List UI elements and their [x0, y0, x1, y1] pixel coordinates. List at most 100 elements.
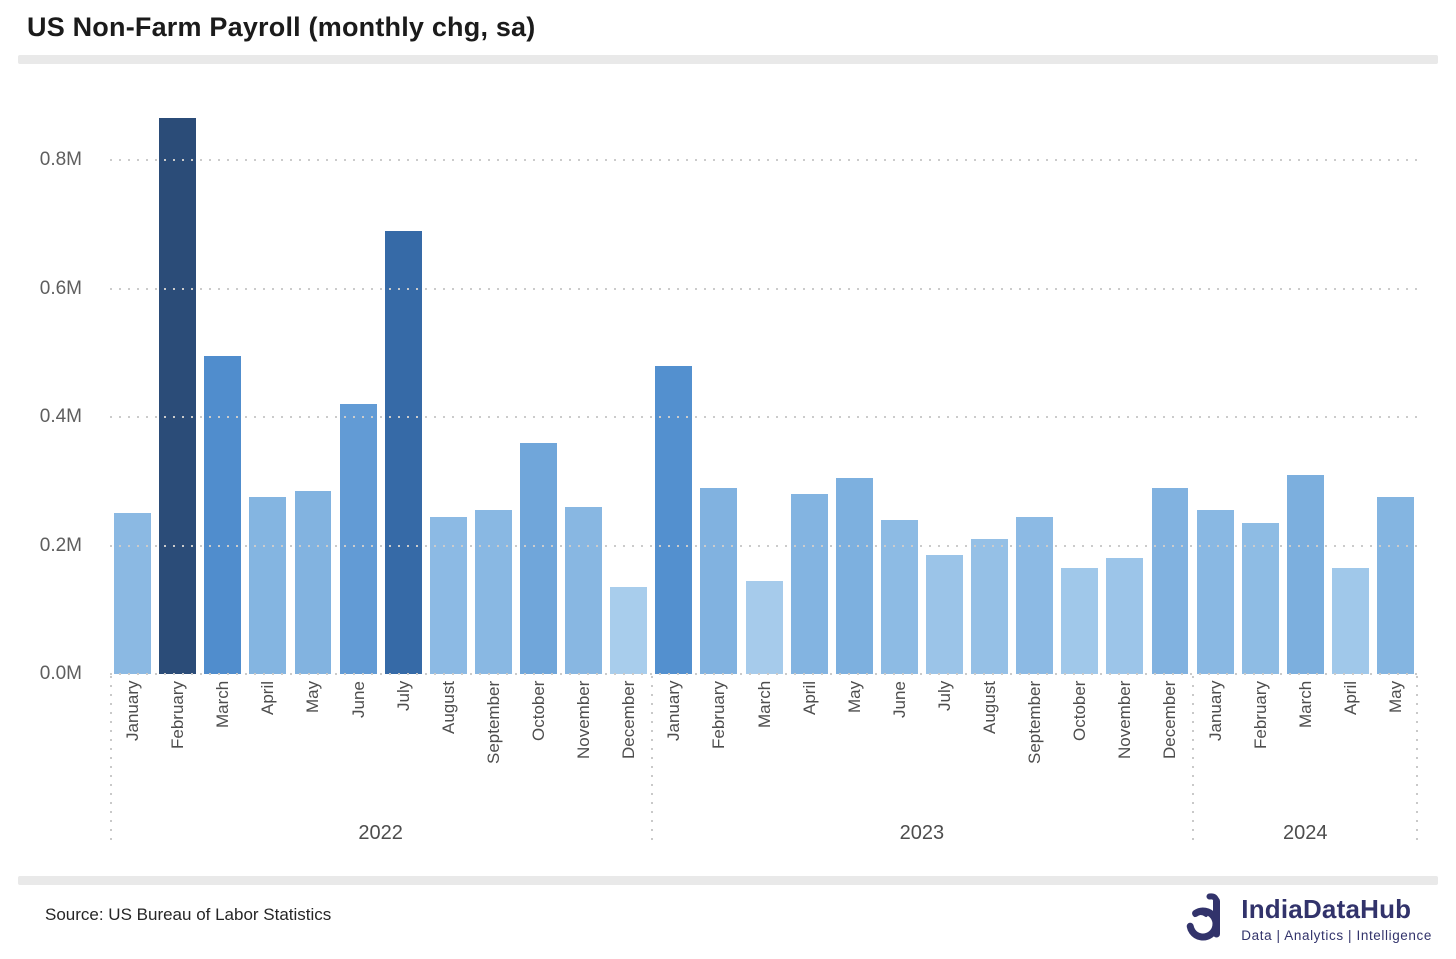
x-axis-month-label: February [1250, 681, 1270, 750]
label-slot: May [290, 681, 335, 820]
x-axis-month-label: May [303, 681, 323, 714]
gridline [110, 673, 1418, 675]
bar-2022-april[interactable] [249, 497, 287, 674]
bar-slot [381, 90, 426, 674]
bar-slot [787, 90, 832, 674]
y-axis-tick-label: 0.6M [39, 277, 82, 299]
bar-slot [1373, 90, 1418, 674]
label-slot: November [1102, 681, 1147, 820]
brand-name: IndiaDataHub [1241, 893, 1412, 924]
bar-2022-february[interactable] [159, 118, 197, 674]
label-slot: March [1283, 681, 1328, 820]
bar-2022-may[interactable] [294, 490, 332, 674]
brand-logo[interactable]: IndiaDataHub Data | Analytics | Intellig… [1181, 889, 1432, 947]
bar-slot [426, 90, 471, 674]
bar-2022-march[interactable] [204, 355, 242, 674]
bar-slot [741, 90, 786, 674]
bar-slot [336, 90, 381, 674]
label-slot: July [381, 681, 426, 820]
bar-slot [696, 90, 741, 674]
label-group-2023: January February March April May June July Augu… [651, 674, 1192, 846]
year-group-2022 [110, 90, 651, 674]
gridline [110, 159, 1418, 162]
source-text: Source: US Bureau of Labor Statistics [45, 905, 332, 924]
bar-2023-august[interactable] [971, 539, 1009, 674]
bar-2024-april[interactable] [1331, 568, 1369, 674]
bar-slot [290, 90, 335, 674]
bar-2023-may[interactable] [835, 478, 873, 674]
bars-row [110, 90, 1418, 674]
label-slot: June [336, 681, 381, 820]
label-slot: August [967, 681, 1012, 820]
x-axis-month-label: August [438, 681, 458, 734]
bar-slot [1147, 90, 1192, 674]
x-axis-month-label: April [258, 681, 278, 716]
bar-2023-june[interactable] [880, 519, 918, 674]
bar-2022-november[interactable] [565, 506, 603, 674]
x-axis-month-label: August [980, 681, 1000, 734]
label-group-2024: January February March April May 2024 [1192, 674, 1418, 846]
bar-2022-december[interactable] [610, 587, 648, 674]
page-title: US Non-Farm Payroll (monthly chg, sa) [27, 12, 536, 42]
bar-2022-october[interactable] [520, 442, 558, 674]
bar-2023-april[interactable] [790, 494, 828, 674]
bar-2023-november[interactable] [1106, 558, 1144, 674]
x-axis-month-label: November [574, 681, 594, 760]
x-axis-month-label: December [619, 681, 639, 760]
x-axis-year-label: 2022 [358, 822, 403, 844]
x-axis-month-label: September [483, 681, 503, 765]
bar-2023-september[interactable] [1016, 516, 1054, 674]
x-axis-month-label: February [709, 681, 729, 750]
y-axis: 0.0M 0.2M 0.4M 0.6M 0.8M [0, 90, 82, 684]
x-axis-month-label: April [1340, 681, 1360, 716]
bar-2022-july[interactable] [384, 230, 422, 674]
label-slot: December [1147, 681, 1192, 820]
label-slot: February [1238, 681, 1283, 820]
label-slot: May [832, 681, 877, 820]
x-axis-month-label: May [1385, 681, 1405, 714]
x-axis-month-label: October [529, 681, 549, 742]
label-slot: February [696, 681, 741, 820]
x-axis-month-label: June [889, 681, 909, 718]
y-axis-tick-label: 0.0M [39, 663, 82, 684]
bar-slot [245, 90, 290, 674]
bar-slot [1057, 90, 1102, 674]
gridline [110, 544, 1418, 547]
bar-2023-january[interactable] [655, 365, 693, 674]
bar-2024-february[interactable] [1241, 523, 1279, 674]
bar-slot [1283, 90, 1328, 674]
bar-slot [1192, 90, 1237, 674]
label-slot: October [1057, 681, 1102, 820]
bar-2022-september[interactable] [474, 510, 512, 674]
x-axis-month-label: June [348, 681, 368, 718]
x-axis-month-label: November [1115, 681, 1135, 760]
bar-2022-august[interactable] [429, 516, 467, 674]
bar-slot [516, 90, 561, 674]
x-axis-year-label: 2023 [899, 822, 945, 844]
bar-2024-january[interactable] [1196, 510, 1234, 674]
bar-slot [606, 90, 651, 674]
bar-slot [1012, 90, 1057, 674]
bar-2022-january[interactable] [114, 513, 152, 674]
label-slot: April [787, 681, 832, 820]
x-axis-month-label: January [664, 681, 684, 742]
bar-2023-october[interactable] [1061, 568, 1099, 674]
bar-2023-march[interactable] [745, 580, 783, 674]
label-slot: December [606, 681, 651, 820]
x-axis-month-label: March [213, 681, 233, 729]
bar-2022-june[interactable] [339, 404, 377, 674]
bar-2023-february[interactable] [700, 487, 738, 674]
bar-slot [1328, 90, 1373, 674]
label-slot: August [426, 681, 471, 820]
label-slot: January [651, 681, 696, 820]
bar-2024-march[interactable] [1286, 474, 1324, 674]
bar-slot [200, 90, 245, 674]
bar-slot [922, 90, 967, 674]
label-slot: January [1192, 681, 1237, 820]
bar-2023-december[interactable] [1151, 487, 1189, 674]
x-axis-month-label: January [123, 681, 143, 742]
bar-2024-may[interactable] [1376, 497, 1414, 674]
bar-2023-july[interactable] [925, 555, 963, 674]
indiadatahub-logo-icon [1186, 893, 1221, 941]
